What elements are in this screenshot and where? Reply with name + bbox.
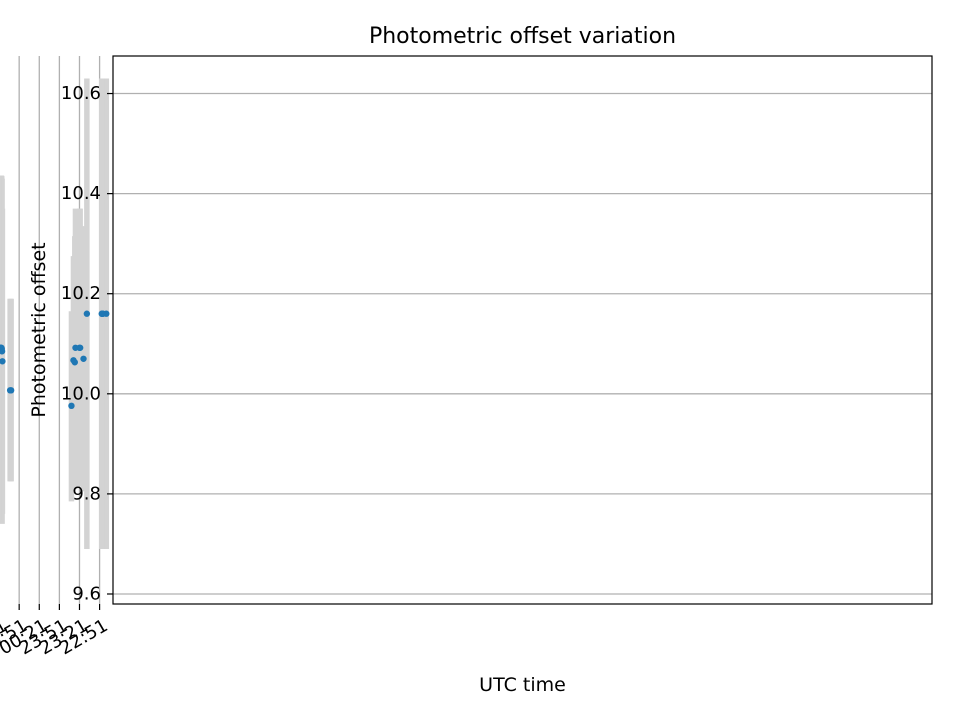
data-point — [0, 358, 6, 365]
data-point — [68, 402, 75, 410]
data-point — [98, 310, 105, 317]
y-tick-label: 9.6 — [72, 583, 101, 604]
data-point — [72, 344, 79, 351]
y-tick-label: 10.2 — [61, 283, 101, 304]
data-point — [0, 345, 1, 351]
y-tick-label: 10.6 — [61, 83, 101, 104]
data-points — [0, 310, 110, 410]
y-tick-label: 10.4 — [61, 183, 101, 204]
chart-title: Photometric offset variation — [369, 24, 676, 49]
data-point — [70, 357, 77, 364]
grid — [18, 56, 932, 604]
data-point — [83, 310, 91, 317]
data-point — [6, 387, 14, 394]
plot-frame — [112, 55, 933, 605]
y-axis-ticks: 9.6 9.8 10.0 10.2 10.4 10.6 — [61, 83, 113, 604]
y-tick-label: 10.0 — [61, 383, 101, 404]
x-axis-label: UTC time — [479, 674, 566, 696]
y-tick-label: 9.8 — [72, 483, 101, 504]
data-point — [80, 355, 87, 362]
y-axis-label: Photometric offset — [28, 242, 50, 417]
